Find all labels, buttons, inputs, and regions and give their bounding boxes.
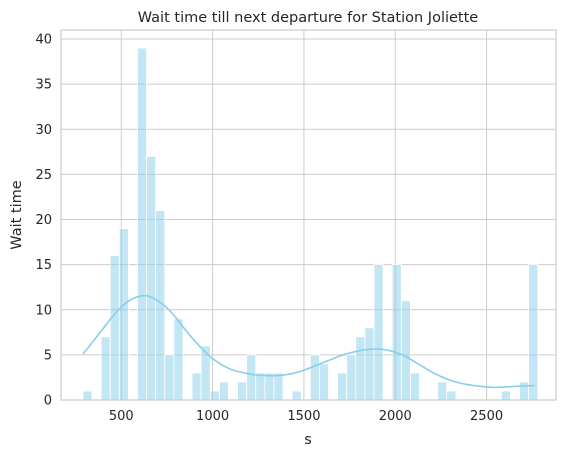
y-tick-label: 20 <box>35 213 52 228</box>
plot-frame <box>60 29 557 401</box>
kde-curve-layer <box>82 294 535 389</box>
x-tick-labels: 500 1000 1500 2000 2500 <box>109 409 503 424</box>
histogram-bar <box>137 47 147 401</box>
x-tick-label: 2000 <box>379 409 412 424</box>
histogram-bar <box>200 345 211 401</box>
histogram-bar <box>264 372 275 401</box>
y-tick-labels: 0 5 10 15 20 25 30 35 40 <box>35 33 52 409</box>
x-tick-label: 1000 <box>196 409 229 424</box>
histogram-bar <box>373 264 384 401</box>
kde-curve <box>82 294 535 389</box>
histogram-bar <box>255 372 266 401</box>
histogram-bar <box>500 390 511 401</box>
x-tick-label: 1500 <box>287 409 320 424</box>
y-tick-label: 0 <box>44 394 52 409</box>
histogram-bar <box>291 390 302 401</box>
y-tick-label: 35 <box>35 78 52 93</box>
histogram-bar <box>118 228 129 401</box>
histogram-bar <box>364 327 375 401</box>
histogram-bar <box>164 354 175 401</box>
histogram-bar <box>400 300 411 401</box>
histogram-bar <box>355 336 366 401</box>
y-tick-label: 5 <box>44 348 52 363</box>
histogram-bar <box>446 390 457 401</box>
chart-title: Wait time till next departure for Statio… <box>138 10 479 26</box>
histogram-bar <box>237 381 248 401</box>
x-tick-label: 2500 <box>470 409 503 424</box>
histogram-bar <box>337 372 348 401</box>
y-tick-label: 15 <box>35 258 52 273</box>
histogram-bar <box>191 372 202 401</box>
y-tick-label: 40 <box>35 33 52 48</box>
histogram-bars <box>82 47 539 401</box>
y-axis-label: Wait time <box>9 180 25 249</box>
histogram-bar <box>82 390 93 401</box>
x-tick-label: 500 <box>109 409 134 424</box>
histogram-bar <box>100 336 111 401</box>
y-tick-label: 25 <box>35 168 52 183</box>
y-tick-label: 30 <box>35 123 52 138</box>
histogram-bar <box>273 372 284 401</box>
histogram-bar <box>519 381 530 401</box>
y-tick-label: 10 <box>35 303 52 318</box>
histogram-bar <box>309 354 320 401</box>
histogram-bar <box>246 354 257 401</box>
histogram-bar <box>319 363 329 401</box>
histogram-bar <box>346 354 357 401</box>
histogram-bar <box>209 390 220 401</box>
histogram-bar <box>391 264 402 401</box>
grid-lines <box>61 30 556 401</box>
x-axis-label: s <box>304 432 312 448</box>
histogram-bar <box>109 255 120 401</box>
histogram-bar <box>173 318 184 401</box>
histogram-bar <box>409 372 420 401</box>
histogram-bar <box>218 381 229 401</box>
histogram-bar <box>437 381 448 401</box>
histogram-bar <box>146 155 157 401</box>
histogram-bar <box>528 264 539 401</box>
